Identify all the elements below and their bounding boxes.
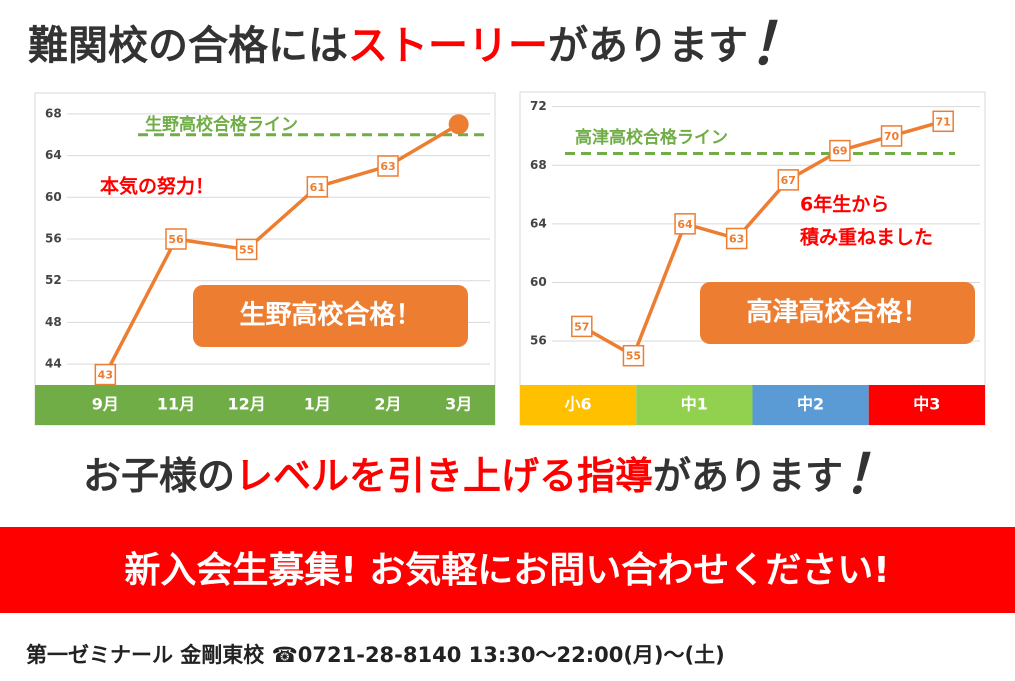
group-band [868,385,985,425]
value-box [306,176,329,198]
banner-bg [0,527,1015,613]
headline-part: 難関校の合格には [28,23,348,69]
value-box [829,139,851,162]
y-tick-label: 56 [530,334,547,348]
headline-part: ！ [748,10,806,78]
group-label: 小6 [565,395,592,414]
group-label: 中3 [913,395,940,414]
x-tick-label: 9月 [92,395,119,414]
subheadline-part: ！ [843,443,897,506]
value-label: 57 [574,320,589,333]
x-tick-label: 12月 [228,395,266,414]
highlight-point [448,114,469,135]
value-label: 55 [626,350,641,363]
x-tick-label: 1月 [304,395,331,414]
badge-bg [193,285,468,347]
y-tick-label: 60 [45,190,62,204]
value-label: 67 [781,174,796,187]
value-label: 61 [310,181,325,194]
value-box [932,110,954,133]
group-band [520,385,637,425]
value-label: 64 [677,218,693,231]
value-box [235,238,258,261]
subheadline: お子様のレベルを引き上げる指導があります！ [83,443,897,506]
annotation: 6年生から [800,193,889,216]
group-label: 中1 [681,395,708,414]
plot-frame [519,91,986,426]
x-tick-label: 3月 [445,395,472,414]
reference-label: 生野高校合格ライン [145,114,298,135]
y-tick-label: 56 [45,232,62,246]
y-tick-label: 48 [45,315,62,329]
badge: 高津高校合格！ [746,297,928,328]
banner: 新入会生募集! お気軽にお問い合わせください! [124,550,889,591]
headline-part: ストーリー [348,23,548,69]
value-box [571,315,593,338]
value-box [94,363,117,386]
value-label: 63 [729,233,744,246]
value-label: 71 [936,115,951,128]
group-label: 中2 [797,395,824,414]
y-tick-label: 68 [530,158,547,172]
badge-bg [700,282,975,344]
value-box [674,213,696,235]
headline: 難関校の合格にはストーリーがあります！ [28,10,806,78]
data-line [103,122,460,376]
value-box [377,155,399,177]
value-box [777,169,800,191]
value-label: 55 [239,243,254,256]
axis-band [35,385,495,425]
value-box [622,344,645,367]
footer: 第一ゼミナール 金剛東校 ☎0721-28-8140 13:30〜22:00(月… [26,643,725,667]
y-tick-label: 60 [530,275,547,289]
value-label: 43 [98,369,113,382]
annotation: 本気の努力！ [100,175,214,198]
badge: 生野高校合格！ [239,300,421,331]
value-label: 56 [168,233,184,246]
subheadline-part: レベルを引き上げる指導 [235,454,653,498]
x-tick-label: 2月 [374,395,401,414]
value-label: 70 [884,130,900,143]
subheadline-part: お子様の [83,454,235,498]
annotation: 積み重ねました [800,226,933,249]
value-label: 69 [832,145,847,158]
value-box [880,125,903,147]
subheadline-part: があります [653,454,843,498]
y-tick-label: 72 [530,99,547,113]
y-tick-label: 64 [45,148,62,162]
group-band [752,385,869,425]
y-tick-label: 52 [45,273,62,287]
value-box [165,228,187,250]
x-tick-label: 11月 [157,395,195,414]
group-band [636,385,753,425]
value-box [725,227,748,250]
reference-label: 高津高校合格ライン [575,127,728,148]
y-tick-label: 44 [45,357,62,371]
headline-part: があります [548,23,748,69]
value-label: 63 [380,160,395,173]
y-tick-label: 64 [530,216,547,230]
y-tick-label: 68 [45,106,62,120]
